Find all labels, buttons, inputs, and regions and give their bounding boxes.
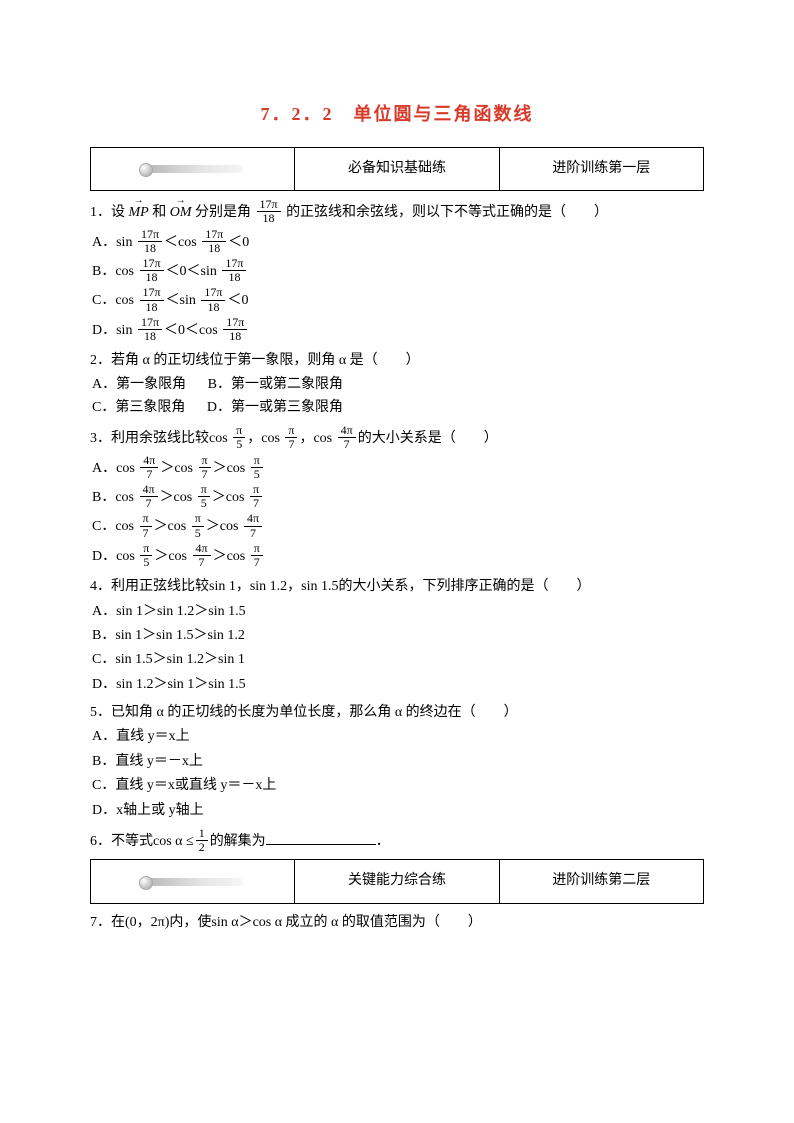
page-title: 7．2．2 单位圆与三角函数线 bbox=[90, 100, 704, 129]
q1-options: A．sin 17π18＜cos 17π18＜0 B．cos 17π18＜0＜si… bbox=[92, 229, 704, 345]
q1-text: 1．设 bbox=[90, 205, 125, 220]
section-bar-2: 关键能力综合练 进阶训练第二层 bbox=[90, 859, 704, 903]
vector-mp: MP bbox=[129, 202, 149, 224]
q2-options: A．第一象限角 B．第一或第二象限角 C．第三象限角 D．第一或第三象限角 bbox=[92, 374, 704, 419]
q4-opt-d: D．sin 1.2＞sin 1＞sin 1.5 bbox=[92, 674, 704, 696]
bar1-right: 进阶训练第一层 bbox=[500, 148, 703, 190]
question-7: 7．在(0，2π)内，使sin α＞cos α 成立的 α 的取值范围为（ ） bbox=[90, 912, 704, 934]
q1-opt-b: B．cos 17π18＜0＜sin 17π18 bbox=[92, 258, 704, 285]
q5-opt-d: D．x轴上或 y轴上 bbox=[92, 800, 704, 822]
question-2: 2．若角 α 的正切线位于第一象限，则角 α 是（ ） bbox=[90, 350, 704, 372]
progress-indicator bbox=[143, 878, 243, 886]
q2-opt-b: B．第一或第二象限角 bbox=[208, 374, 343, 396]
q3-opt-c: C．cos π7＞cos π5＞cos 4π7 bbox=[92, 513, 704, 540]
q2-opt-d: D．第一或第三象限角 bbox=[207, 397, 343, 419]
q2-opt-c: C．第三象限角 bbox=[92, 397, 185, 419]
bar2-center: 关键能力综合练 bbox=[295, 860, 499, 902]
q1-text: 分别是角 bbox=[195, 205, 251, 220]
q3-opt-a: A．cos 4π7＞cos π7＞cos π5 bbox=[92, 455, 704, 482]
section-bar-1: 必备知识基础练 进阶训练第一层 bbox=[90, 147, 704, 191]
bar2-right: 进阶训练第二层 bbox=[500, 860, 703, 902]
q4-opt-b: B．sin 1＞sin 1.5＞sin 1.2 bbox=[92, 625, 704, 647]
progress-cell-1 bbox=[91, 148, 295, 190]
q4-opt-a: A．sin 1＞sin 1.2＞sin 1.5 bbox=[92, 601, 704, 623]
question-5: 5．已知角 α 的正切线的长度为单位长度，那么角 α 的终边在（ ） bbox=[90, 702, 704, 724]
q3-options: A．cos 4π7＞cos π7＞cos π5 B．cos 4π7＞cos π5… bbox=[92, 455, 704, 571]
q1-opt-a: A．sin 17π18＜cos 17π18＜0 bbox=[92, 229, 704, 256]
q5-options: A．直线 y＝x上 B．直线 y＝－x上 C．直线 y＝x或直线 y＝－x上 D… bbox=[92, 726, 704, 822]
bar1-center: 必备知识基础练 bbox=[295, 148, 499, 190]
q1-text: 的正弦线和余弦线，则以下不等式正确的是（ ） bbox=[286, 205, 608, 220]
fraction: 17π18 bbox=[257, 198, 281, 225]
q1-opt-c: C．cos 17π18＜sin 17π18＜0 bbox=[92, 287, 704, 314]
question-1: 1．设 MP 和 OM 分别是角 17π18 的正弦线和余弦线，则以下不等式正确… bbox=[90, 199, 704, 226]
progress-cell-2 bbox=[91, 860, 295, 902]
q4-opt-c: C．sin 1.5＞sin 1.2＞sin 1 bbox=[92, 649, 704, 671]
q3-opt-b: B．cos 4π7＞cos π5＞cos π7 bbox=[92, 484, 704, 511]
question-6: 6．不等式cos α ≤12的解集为． bbox=[90, 828, 704, 855]
vector-om: OM bbox=[170, 202, 192, 224]
q2-opt-a: A．第一象限角 bbox=[92, 374, 186, 396]
q1-text: 和 bbox=[152, 205, 166, 220]
answer-blank bbox=[266, 831, 376, 845]
question-3: 3．利用余弦线比较cos π5，cos π7，cos 4π7的大小关系是（ ） bbox=[90, 425, 704, 452]
q1-opt-d: D．sin 17π18＜0＜cos 17π18 bbox=[92, 317, 704, 344]
q5-opt-b: B．直线 y＝－x上 bbox=[92, 751, 704, 773]
question-4: 4．利用正弦线比较sin 1，sin 1.2，sin 1.5的大小关系，下列排序… bbox=[90, 576, 704, 598]
q3-opt-d: D．cos π5＞cos 4π7＞cos π7 bbox=[92, 543, 704, 570]
progress-indicator bbox=[143, 165, 243, 173]
q5-opt-c: C．直线 y＝x或直线 y＝－x上 bbox=[92, 775, 704, 797]
q4-options: A．sin 1＞sin 1.2＞sin 1.5 B．sin 1＞sin 1.5＞… bbox=[92, 601, 704, 697]
q5-opt-a: A．直线 y＝x上 bbox=[92, 726, 704, 748]
